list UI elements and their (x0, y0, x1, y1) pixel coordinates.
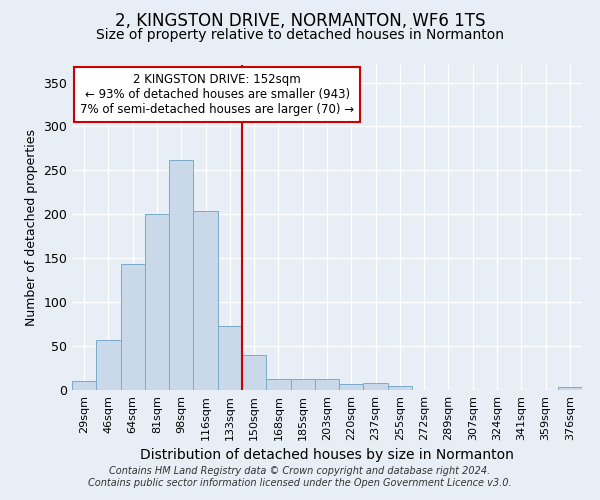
Bar (169, 160, 193, 390)
Bar (315, 378, 339, 390)
Text: 2, KINGSTON DRIVE, NORMANTON, WF6 1TS: 2, KINGSTON DRIVE, NORMANTON, WF6 1TS (115, 12, 485, 30)
Text: Contains HM Land Registry data © Crown copyright and database right 2024.
Contai: Contains HM Land Registry data © Crown c… (88, 466, 512, 487)
Bar (218, 326, 242, 390)
Bar (242, 355, 266, 390)
Bar (290, 380, 315, 390)
X-axis label: Distribution of detached houses by size in Normanton: Distribution of detached houses by size … (140, 448, 514, 462)
Text: Size of property relative to detached houses in Normanton: Size of property relative to detached ho… (96, 28, 504, 42)
Bar (558, 388, 582, 390)
Bar (339, 384, 364, 390)
Bar (266, 380, 290, 390)
Bar (193, 211, 218, 390)
Y-axis label: Number of detached properties: Number of detached properties (25, 129, 38, 326)
Bar (96, 340, 121, 390)
Bar (145, 214, 169, 390)
Bar (72, 381, 96, 390)
Text: 2 KINGSTON DRIVE: 152sqm
← 93% of detached houses are smaller (943)
7% of semi-d: 2 KINGSTON DRIVE: 152sqm ← 93% of detach… (80, 73, 355, 116)
Bar (121, 264, 145, 390)
Bar (388, 386, 412, 390)
Bar (364, 383, 388, 390)
